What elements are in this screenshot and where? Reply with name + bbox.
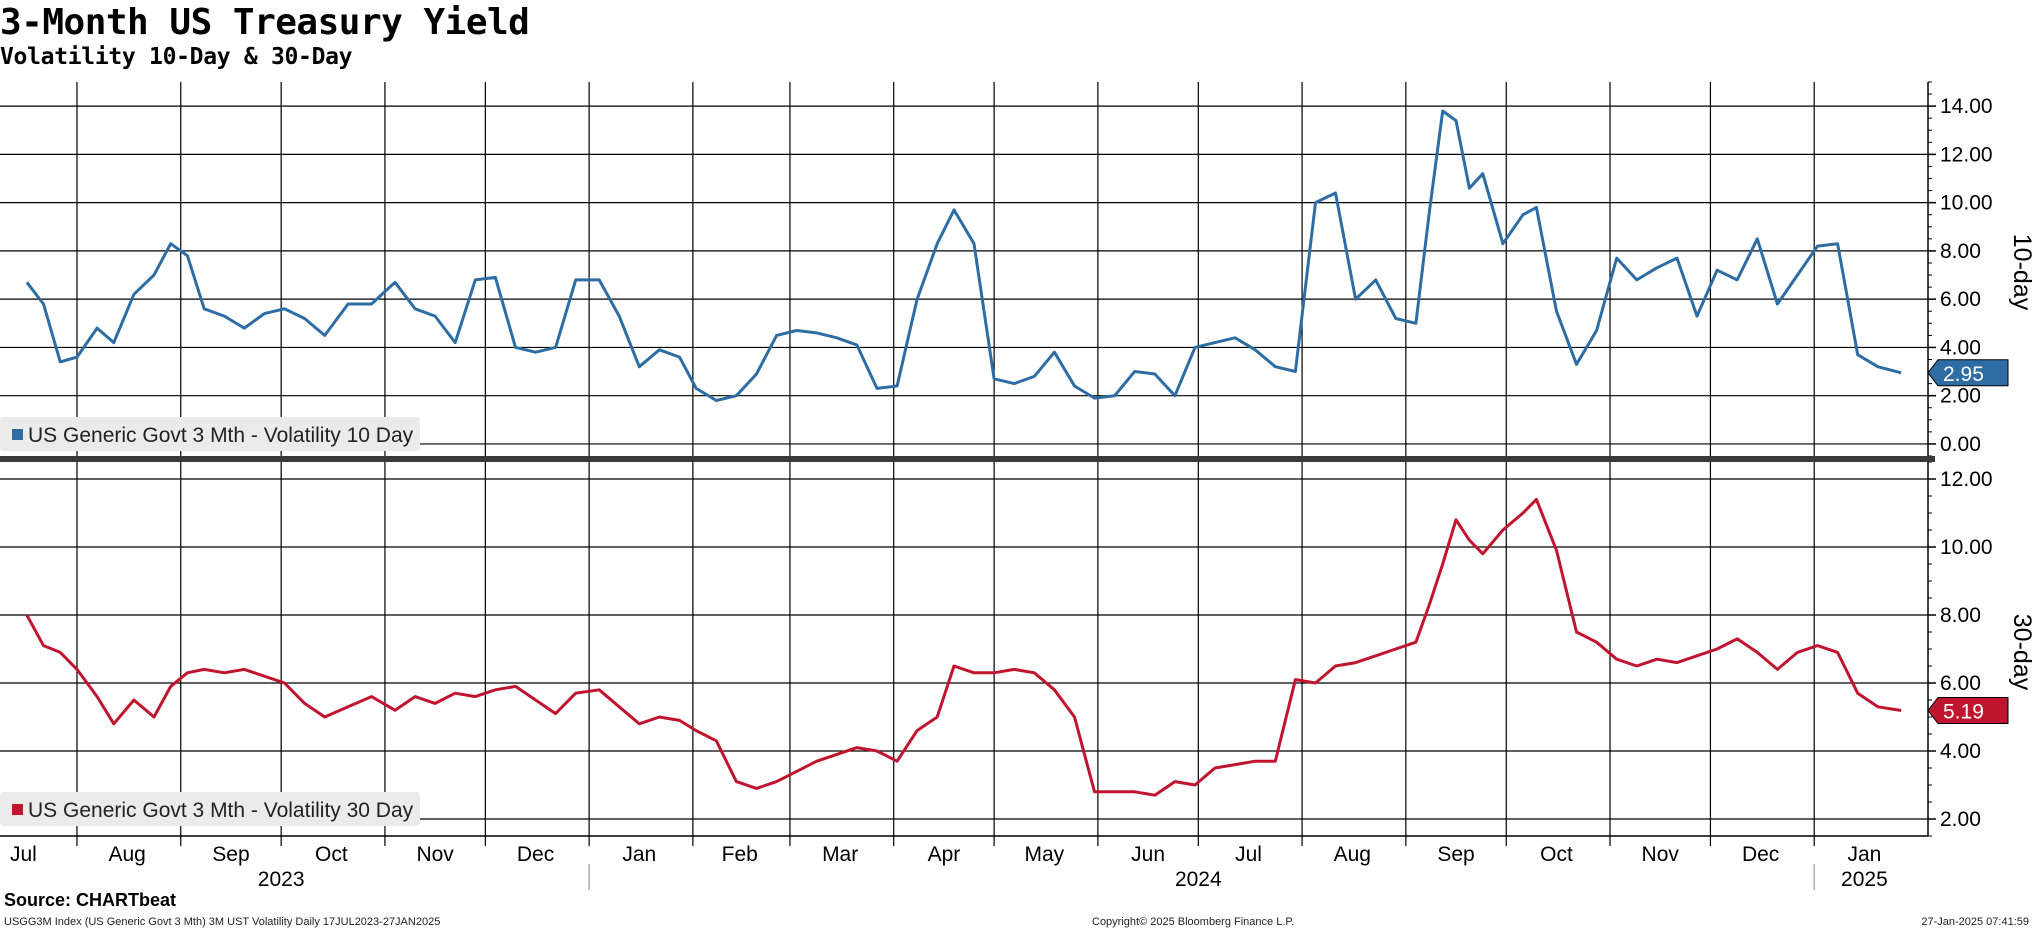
y-tick-label: 6.00 [1940, 288, 1981, 311]
x-year-label: 2024 [1175, 868, 1222, 891]
last-value-flag [1927, 359, 2009, 387]
x-tick-label: Aug [1334, 843, 1371, 866]
y-tick-label: 12.00 [1940, 468, 1993, 491]
y-tick-label: 4.00 [1940, 336, 1981, 359]
x-tick-label: May [1024, 843, 1064, 866]
timestamp: 27-Jan-2025 07:41:59 [1921, 916, 2029, 928]
chart-subtitle: Volatility 10-Day & 30-Day [0, 44, 353, 70]
last-value-badge-10day: 2.95 [1927, 359, 2009, 387]
y-tick-label: 6.00 [1940, 672, 1981, 695]
y-tick-label: 2.00 [1940, 385, 1981, 408]
x-tick-label: Nov [416, 843, 454, 866]
panel-separator [0, 456, 1935, 462]
x-tick-label: Sep [1437, 843, 1474, 866]
y-tick-label: 12.00 [1940, 143, 1993, 166]
x-tick-label: Sep [212, 843, 249, 866]
legend-label: US Generic Govt 3 Mth - Volatility 30 Da… [28, 799, 414, 822]
x-year-label: 2023 [258, 868, 305, 891]
y-tick-label: 0.00 [1940, 433, 1981, 456]
x-tick-label: Jul [10, 843, 37, 866]
x-tick-label: Jan [622, 843, 656, 866]
legend-background [0, 417, 420, 451]
last-value-badge-30day: 5.19 [1927, 697, 2009, 725]
legend-10day: US Generic Govt 3 Mth - Volatility 10 Da… [0, 417, 420, 451]
series-line-30day [25, 497, 1902, 797]
legend-30day: US Generic Govt 3 Mth - Volatility 30 Da… [0, 792, 420, 826]
x-tick-label: Oct [315, 843, 348, 866]
chart-title: 3-Month US Treasury Yield [0, 2, 530, 43]
x-tick-label: Feb [722, 843, 758, 866]
last-value-text: 5.19 [1943, 701, 1984, 724]
source-label: Source: CHARTbeat [4, 890, 177, 910]
y-tick-label: 8.00 [1940, 604, 1981, 627]
legend-background [0, 792, 420, 826]
y-tick-label: 10.00 [1940, 536, 1993, 559]
x-tick-label: Oct [1540, 843, 1573, 866]
x-tick-label: Nov [1642, 843, 1680, 866]
legend-label: US Generic Govt 3 Mth - Volatility 10 Da… [28, 424, 414, 447]
x-tick-label: Jul [1235, 843, 1262, 866]
index-info: USGG3M Index (US Generic Govt 3 Mth) 3M … [4, 916, 441, 928]
y-tick-label: 10.00 [1940, 192, 1993, 215]
x-tick-label: Jan [1847, 843, 1881, 866]
x-year-label: 2025 [1841, 868, 1888, 891]
x-tick-label: Dec [517, 843, 554, 866]
x-tick-label: Apr [928, 843, 961, 866]
x-tick-label: Mar [822, 843, 858, 866]
legend-swatch [12, 804, 23, 815]
copyright-text: Copyright© 2025 Bloomberg Finance L.P. [1092, 916, 1295, 928]
series-line-10day [25, 109, 1902, 402]
y-tick-label: 14.00 [1940, 95, 1993, 118]
axis-title-10day: 10-day [2008, 234, 2036, 311]
last-value-flag [1927, 697, 2009, 725]
x-tick-label: Aug [109, 843, 146, 866]
legend-swatch [12, 429, 23, 440]
y-tick-label: 2.00 [1940, 808, 1981, 831]
y-tick-label: 8.00 [1940, 240, 1981, 263]
x-tick-label: Jun [1131, 843, 1165, 866]
y-tick-label: 4.00 [1940, 740, 1981, 763]
x-tick-label: Dec [1742, 843, 1779, 866]
axis-title-30day: 30-day [2008, 614, 2036, 691]
last-value-text: 2.95 [1943, 363, 1984, 386]
